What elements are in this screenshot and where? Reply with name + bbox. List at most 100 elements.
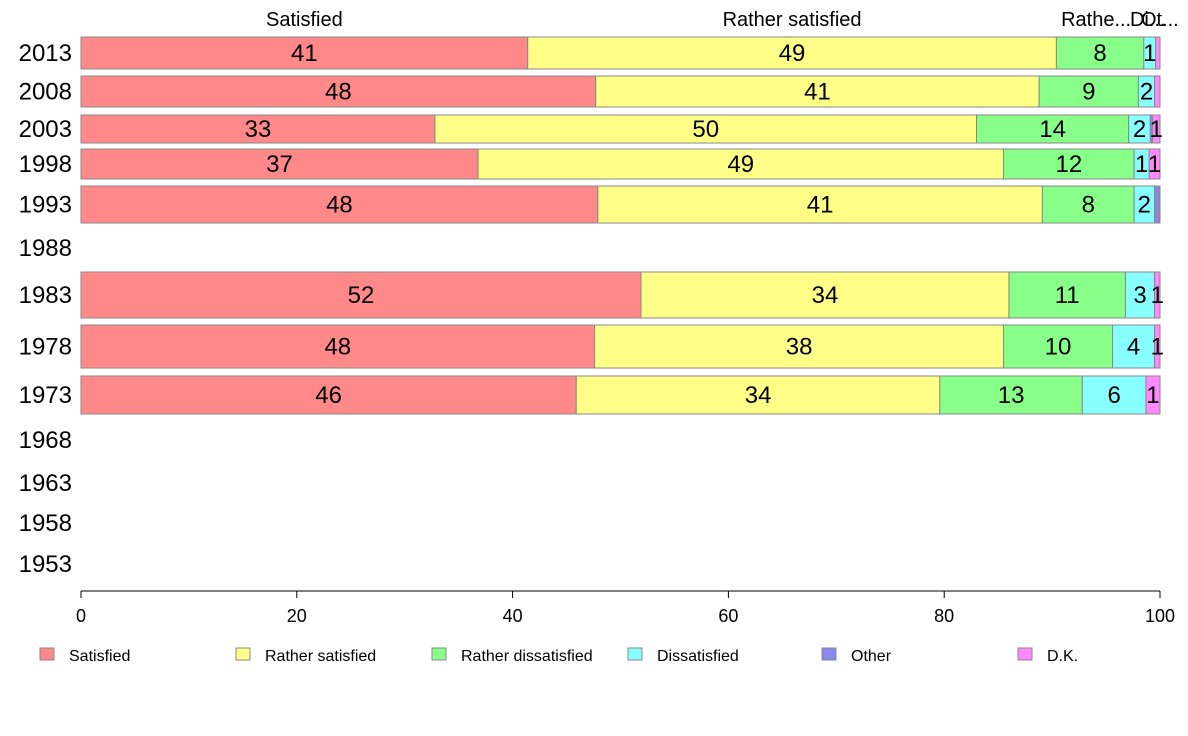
- y-axis-labels: 2013 2008 2003 1998 1993 1988 1983 1978 1973 1968…: [19, 40, 72, 578]
- value-label-1978-6: 1: [1151, 334, 1164, 361]
- legend-swatch-4: [627, 647, 643, 661]
- value-label-1983-6: 1: [1151, 282, 1164, 309]
- x-tick-label-80: 80: [934, 606, 954, 626]
- legend-label-6: D.K.: [1047, 648, 1078, 665]
- y-label-1968: 1968: [19, 427, 72, 454]
- value-label-1973-2: 34: [745, 382, 772, 409]
- legend-label-3: Rather dissatisfied: [461, 648, 593, 665]
- legend-label-1: Satisfied: [69, 648, 130, 665]
- top-label-3: Rathe...: [1061, 9, 1131, 31]
- value-label-2003-3: 14: [1039, 116, 1066, 143]
- top-label-4: Di...: [1130, 9, 1166, 31]
- bar-1993-satisfied: [80, 185, 599, 224]
- y-label-1988: 1988: [19, 235, 72, 262]
- bar-2008-rather-satisfied: [595, 75, 1040, 108]
- value-label-1993-1: 48: [326, 192, 353, 219]
- bar-1978-d-k-: [1154, 324, 1161, 369]
- value-label-2013-4: 1: [1143, 40, 1156, 67]
- value-label-1998-6: 1: [1148, 151, 1161, 178]
- bar-2013-d-k-: [1155, 36, 1161, 70]
- legend-swatch-3: [431, 647, 447, 661]
- y-label-2013: 2013: [19, 40, 72, 67]
- bar-1978-rather-dissatisfied: [1003, 324, 1114, 369]
- bar-1978-rather-satisfied: [594, 324, 1005, 369]
- bar-2008-rather-dissatisfied: [1038, 75, 1139, 108]
- value-label-1998-4: 1: [1135, 151, 1148, 178]
- bar-1973-rather-satisfied: [575, 375, 941, 415]
- value-label-2008-2: 41: [804, 79, 831, 106]
- legend-swatch-1: [39, 647, 55, 661]
- y-label-1973: 1973: [19, 382, 72, 409]
- value-label-2003-2: 50: [692, 116, 719, 143]
- bar-2003-d-k-: [1151, 114, 1161, 144]
- bar-1973-d-k-: [1145, 375, 1161, 415]
- bars: 41 49 8 148 41 9 233 50 14 2 137 49 12 1 148 41 8 252 34 11…: [80, 36, 1164, 415]
- value-label-1983-3: 11: [1055, 282, 1080, 309]
- bar-1978-dissatisfied: [1112, 324, 1156, 369]
- value-label-1973-1: 46: [315, 382, 342, 409]
- value-label-1973-3: 13: [998, 382, 1025, 409]
- bar-1983-rather-satisfied: [640, 271, 1010, 319]
- legend-label-5: Other: [851, 648, 892, 665]
- y-label-1983: 1983: [19, 282, 72, 309]
- top-label-1: Satisfied: [266, 9, 343, 31]
- value-label-1993-2: 41: [807, 192, 834, 219]
- value-label-2003-4: 2: [1133, 116, 1146, 143]
- legend-swatch-2: [235, 647, 251, 661]
- legend-swatch-5: [821, 647, 837, 661]
- x-tick-label-40: 40: [503, 606, 523, 626]
- value-label-1998-1: 37: [266, 151, 293, 178]
- bar-1978-satisfied: [80, 324, 596, 369]
- bar-1993-other: [1154, 185, 1160, 224]
- bar-1993-d-k-: [1158, 185, 1161, 224]
- x-tick-label-100: 100: [1145, 606, 1175, 626]
- value-label-2008-4: 2: [1140, 79, 1153, 106]
- bar-2008-d-k-: [1154, 75, 1161, 108]
- value-label-2013-1: 41: [291, 40, 318, 67]
- bar-2003-rather-dissatisfied: [976, 114, 1130, 144]
- value-label-2003-6: 1: [1150, 116, 1163, 143]
- y-label-1998: 1998: [19, 151, 72, 178]
- bar-1998-satisfied: [80, 148, 479, 180]
- bar-2013-rather-satisfied: [527, 36, 1057, 70]
- value-label-2003-1: 33: [245, 116, 272, 143]
- value-label-1978-1: 48: [324, 334, 351, 361]
- bar-1983-dissatisfied: [1124, 271, 1156, 319]
- value-label-1978-3: 10: [1045, 334, 1072, 361]
- y-label-1953: 1953: [19, 551, 72, 578]
- y-label-2008: 2008: [19, 79, 72, 106]
- x-tick-label-60: 60: [718, 606, 738, 626]
- bar-2008-satisfied: [80, 75, 597, 108]
- value-label-2013-3: 8: [1093, 40, 1106, 67]
- y-label-1958: 1958: [19, 510, 72, 537]
- value-label-1993-4: 2: [1138, 192, 1151, 219]
- value-label-1978-2: 38: [786, 334, 813, 361]
- top-labels: Satisfied Rather satisfied Rathe...Di...Ot…: [266, 9, 1179, 31]
- legend-label-2: Rather satisfied: [265, 648, 376, 665]
- value-label-1998-2: 49: [727, 151, 754, 178]
- value-label-2013-2: 49: [779, 40, 806, 67]
- bar-1993-rather-satisfied: [597, 185, 1043, 224]
- value-label-1973-6: 1: [1146, 382, 1159, 409]
- value-label-1983-2: 34: [812, 282, 839, 309]
- bar-1998-rather-dissatisfied: [1003, 148, 1135, 180]
- value-label-2008-1: 48: [325, 79, 352, 106]
- value-label-1993-3: 8: [1082, 192, 1095, 219]
- legend: Satisfied Rather satisfied Rather dissatis…: [39, 647, 1078, 665]
- x-tick-label-20: 20: [287, 606, 307, 626]
- value-label-1998-3: 12: [1055, 151, 1082, 178]
- value-label-1983-4: 3: [1133, 282, 1146, 309]
- x-axis: 0 20 40 60 80 100: [76, 590, 1175, 626]
- bar-1983-rather-dissatisfied: [1008, 271, 1126, 319]
- x-tick-label-0: 0: [76, 606, 86, 626]
- bar-1973-rather-dissatisfied: [939, 375, 1083, 415]
- bar-1998-d-k-: [1148, 148, 1161, 180]
- value-label-2008-3: 9: [1082, 79, 1095, 106]
- value-label-1978-4: 4: [1127, 334, 1140, 361]
- y-label-2003: 2003: [19, 116, 72, 143]
- legend-label-4: Dissatisfied: [657, 648, 739, 665]
- y-label-1978: 1978: [19, 334, 72, 361]
- y-label-1993: 1993: [19, 192, 72, 219]
- value-label-1973-4: 6: [1107, 382, 1120, 409]
